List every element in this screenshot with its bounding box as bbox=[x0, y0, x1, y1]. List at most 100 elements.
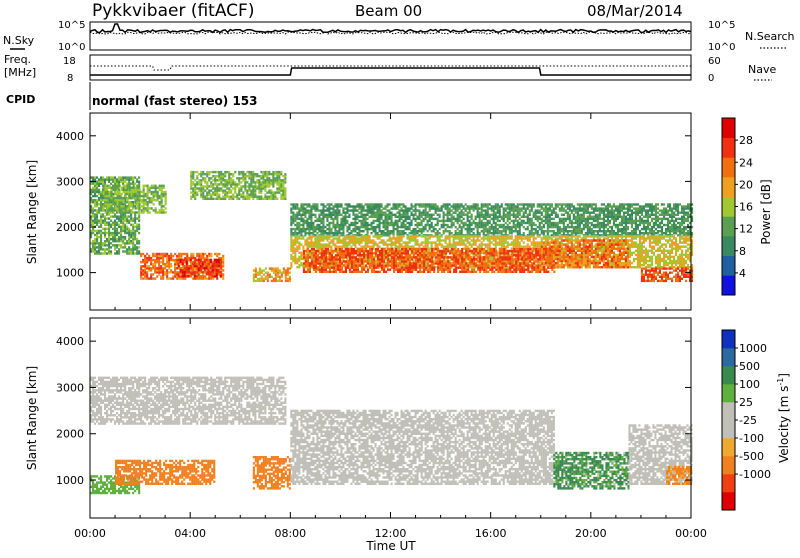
heatmap-cell bbox=[126, 176, 128, 178]
heatmap-cell bbox=[258, 179, 260, 181]
heatmap-cell bbox=[603, 230, 605, 232]
heatmap-cell bbox=[683, 230, 685, 232]
heatmap-cell bbox=[463, 218, 465, 220]
heatmap-cell bbox=[383, 230, 385, 232]
heatmap-cell bbox=[242, 194, 244, 196]
heatmap-cell bbox=[116, 244, 118, 246]
heatmap-cell bbox=[461, 209, 463, 211]
heatmap-cell bbox=[627, 226, 629, 228]
heatmap-cell bbox=[120, 181, 122, 183]
heatmap-cell bbox=[106, 176, 108, 178]
heatmap-cell bbox=[149, 191, 151, 193]
heatmap-cell bbox=[569, 226, 571, 228]
heatmap-cell bbox=[497, 230, 499, 232]
heatmap-cell bbox=[210, 277, 212, 279]
heatmap-cell bbox=[493, 214, 495, 216]
heatmap-cell bbox=[206, 265, 208, 267]
heatmap-cell bbox=[208, 198, 210, 200]
heatmap-cell bbox=[605, 234, 607, 236]
heatmap-cell bbox=[192, 173, 194, 175]
heatmap-cell bbox=[356, 214, 358, 216]
heatmap-cell bbox=[115, 185, 117, 187]
heatmap-cell bbox=[268, 171, 270, 173]
heatmap-cell bbox=[677, 214, 679, 216]
heatmap-cell bbox=[649, 230, 651, 232]
heatmap-cell bbox=[154, 261, 156, 263]
heatmap-cell bbox=[377, 203, 379, 205]
heatmap-cell bbox=[214, 269, 216, 271]
heatmap-cell bbox=[549, 207, 551, 209]
heatmap-cell bbox=[555, 232, 557, 234]
heatmap-cell bbox=[531, 203, 533, 205]
heatmap-cell bbox=[140, 277, 142, 279]
heatmap-cell bbox=[196, 187, 198, 189]
heatmap-cell bbox=[242, 191, 244, 193]
heatmap-cell bbox=[354, 237, 356, 239]
heatmap-cell bbox=[633, 207, 635, 209]
heatmap-cell bbox=[663, 218, 665, 220]
heatmap-cell bbox=[200, 253, 202, 255]
heatmap-cell bbox=[659, 214, 661, 216]
heatmap-cell bbox=[204, 277, 206, 279]
heatmap-cell bbox=[275, 267, 277, 269]
heatmap-cell bbox=[125, 207, 127, 209]
heatmap-cell bbox=[202, 271, 204, 273]
heatmap-cell bbox=[379, 214, 381, 216]
heatmap-cell bbox=[119, 207, 121, 209]
heatmap-cell bbox=[318, 209, 320, 211]
heatmap-cell bbox=[344, 212, 346, 214]
heatmap-cell bbox=[651, 230, 653, 232]
heatmap-cell bbox=[122, 215, 124, 217]
heatmap-cell bbox=[435, 212, 437, 214]
heatmap-cell bbox=[591, 222, 593, 224]
heatmap-cell bbox=[244, 198, 246, 200]
heatmap-cell bbox=[431, 230, 433, 232]
heatmap-cell bbox=[290, 216, 292, 218]
heatmap-cell bbox=[106, 222, 108, 224]
heatmap-cell bbox=[543, 203, 545, 205]
heatmap-cell bbox=[281, 272, 283, 274]
heatmap-cell bbox=[190, 173, 192, 175]
heatmap-cell bbox=[497, 216, 499, 218]
heatmap-cell bbox=[683, 207, 685, 209]
heatmap-cell bbox=[332, 237, 334, 239]
heatmap-cell bbox=[369, 216, 371, 218]
heatmap-cell bbox=[218, 253, 220, 255]
heatmap-cell bbox=[567, 203, 569, 205]
heatmap-cell bbox=[521, 222, 523, 224]
heatmap-cell bbox=[280, 189, 282, 191]
heatmap-cell bbox=[220, 171, 222, 173]
heatmap-cell bbox=[334, 230, 336, 232]
heatmap-cell bbox=[168, 257, 170, 259]
heatmap-cell bbox=[445, 220, 447, 222]
heatmap-cell bbox=[100, 181, 102, 183]
heatmap-cell bbox=[667, 230, 669, 232]
heatmap-cell bbox=[300, 237, 302, 239]
heatmap-cell bbox=[361, 203, 363, 205]
heatmap-cell bbox=[255, 267, 257, 269]
heatmap-cell bbox=[230, 198, 232, 200]
heatmap-cell bbox=[252, 171, 254, 173]
heatmap-cell bbox=[603, 234, 605, 236]
heatmap-cell bbox=[346, 226, 348, 228]
heatmap-cell bbox=[499, 212, 501, 214]
heatmap-cell bbox=[439, 214, 441, 216]
heatmap-cell bbox=[585, 203, 587, 205]
heatmap-cell bbox=[387, 234, 389, 236]
heatmap-cell bbox=[103, 191, 105, 193]
heatmap-cell bbox=[214, 171, 216, 173]
heatmap-cell bbox=[320, 209, 322, 211]
heatmap-cell bbox=[100, 176, 102, 178]
heatmap-cell bbox=[163, 205, 165, 207]
heatmap-cell bbox=[122, 181, 124, 183]
heatmap-cell bbox=[98, 246, 100, 248]
heatmap-cell bbox=[120, 236, 122, 238]
heatmap-cell bbox=[128, 240, 130, 242]
heatmap-cell bbox=[138, 228, 140, 230]
heatmap-cell bbox=[383, 241, 385, 243]
heatmap-cell bbox=[222, 196, 224, 198]
heatmap-cell bbox=[146, 261, 148, 263]
heatmap-cell bbox=[290, 222, 292, 224]
heatmap-cell bbox=[306, 203, 308, 205]
heatmap-cell bbox=[340, 246, 342, 248]
